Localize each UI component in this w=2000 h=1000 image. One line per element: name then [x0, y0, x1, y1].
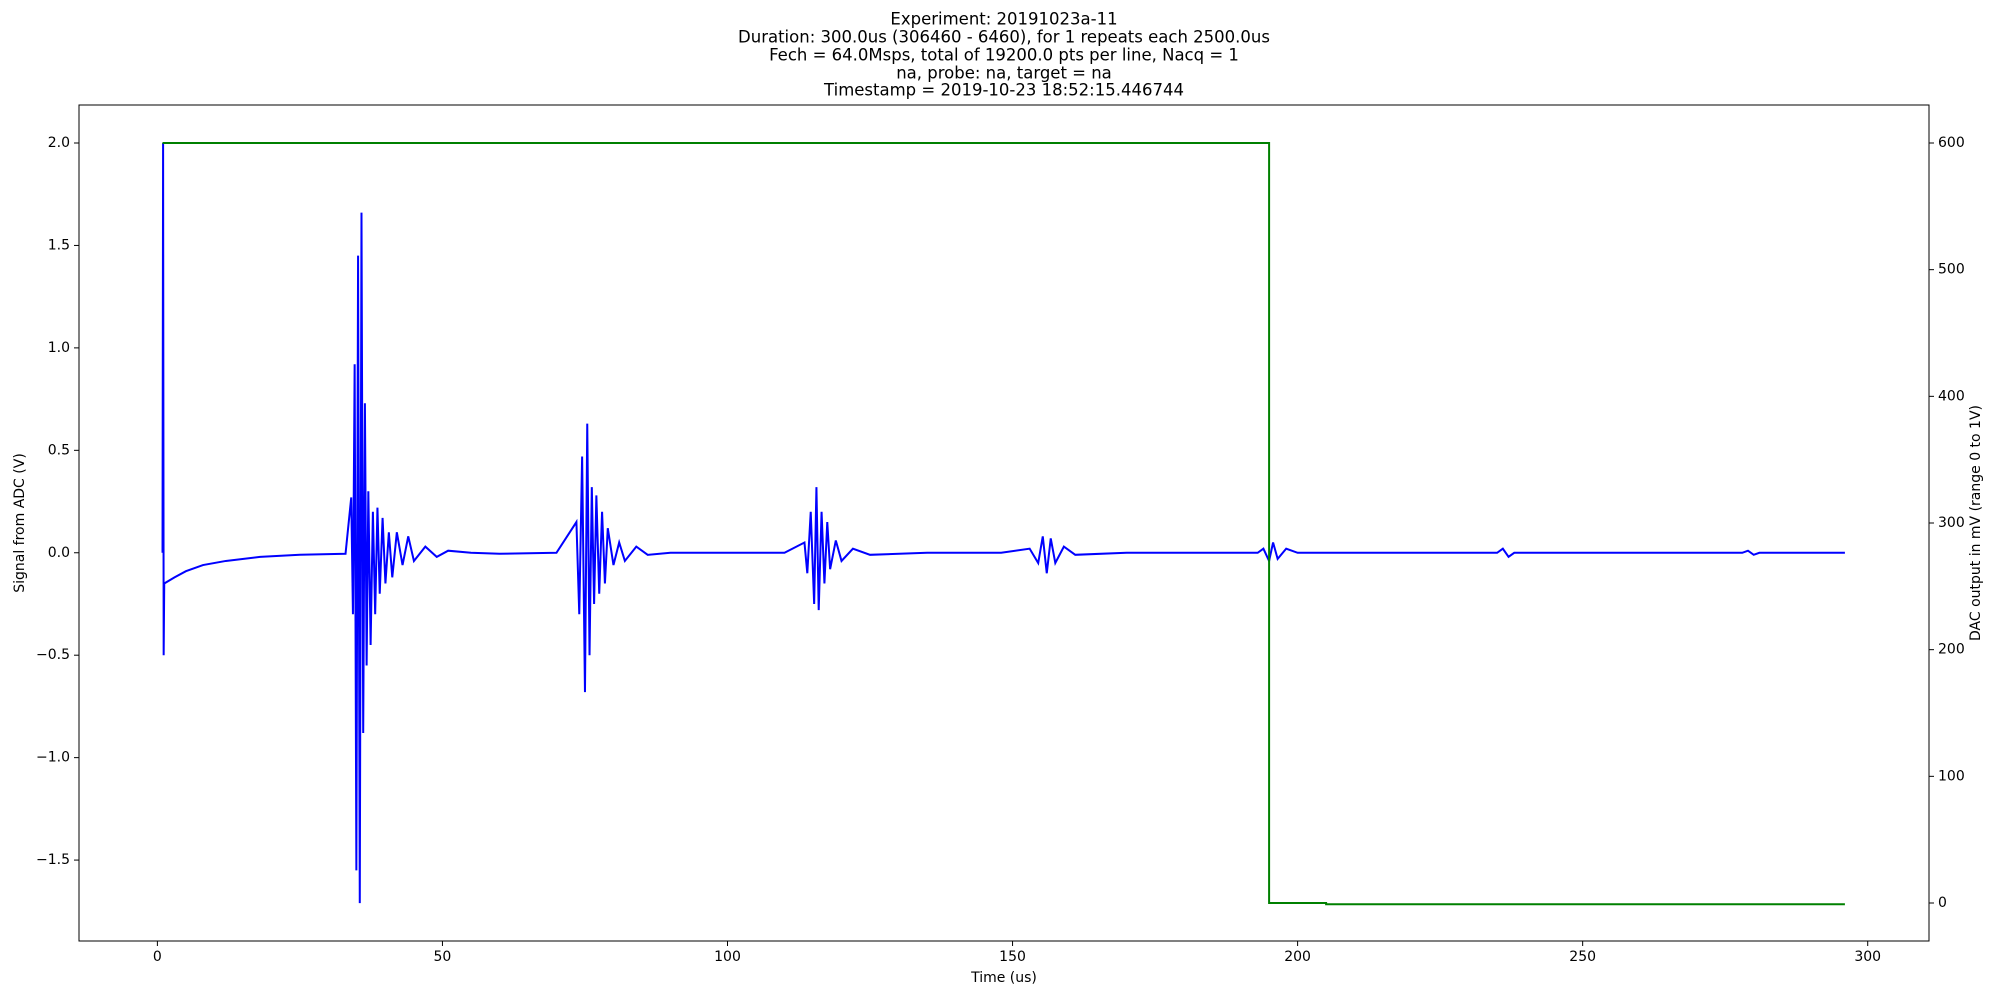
y2-tick-label: 300	[1938, 515, 1965, 531]
y2-tick-label: 0	[1938, 895, 1947, 911]
y-tick-label: 0.5	[48, 442, 70, 458]
x-tick-label: 50	[434, 949, 452, 965]
y-tick-label: 0.0	[48, 545, 70, 561]
chart-title: Fech = 64.0Msps, total of 19200.0 pts pe…	[769, 46, 1239, 65]
data-line	[161, 142, 1845, 904]
x-axis-label: Time (us)	[970, 970, 1037, 986]
y2-tick-label: 500	[1938, 262, 1965, 278]
y-axis-label: Signal from ADC (V)	[12, 453, 28, 593]
x-tick-label: 0	[153, 949, 162, 965]
y2-tick-label: 400	[1938, 388, 1965, 404]
x-tick-label: 200	[1284, 949, 1311, 965]
y-tick-label: 2.0	[48, 135, 70, 151]
y2-tick-label: 100	[1938, 768, 1965, 784]
data-line	[162, 142, 1845, 906]
y-tick-label: −1.0	[36, 750, 70, 766]
y2-tick-label: 600	[1938, 135, 1965, 151]
x-tick-label: 100	[714, 949, 741, 965]
x-tick-label: 250	[1569, 949, 1596, 965]
y-tick-label: −1.5	[36, 852, 70, 868]
y2-axis-label: DAC output in mV (range 0 to 1V)	[1968, 405, 1984, 641]
y-tick-label: −0.5	[36, 647, 70, 663]
y-tick-label: 1.5	[48, 237, 70, 253]
chart-title: Timestamp = 2019-10-23 18:52:15.446744	[823, 81, 1184, 100]
chart-title: Experiment: 20191023a-11	[890, 10, 1117, 29]
y-tick-label: 1.0	[48, 340, 70, 356]
chart-title: Duration: 300.0us (306460 - 6460), for 1…	[738, 28, 1270, 47]
x-tick-label: 150	[999, 949, 1026, 965]
chart-title: na, probe: na, target = na	[896, 64, 1112, 83]
y2-tick-label: 200	[1938, 642, 1965, 658]
x-tick-label: 300	[1854, 949, 1881, 965]
